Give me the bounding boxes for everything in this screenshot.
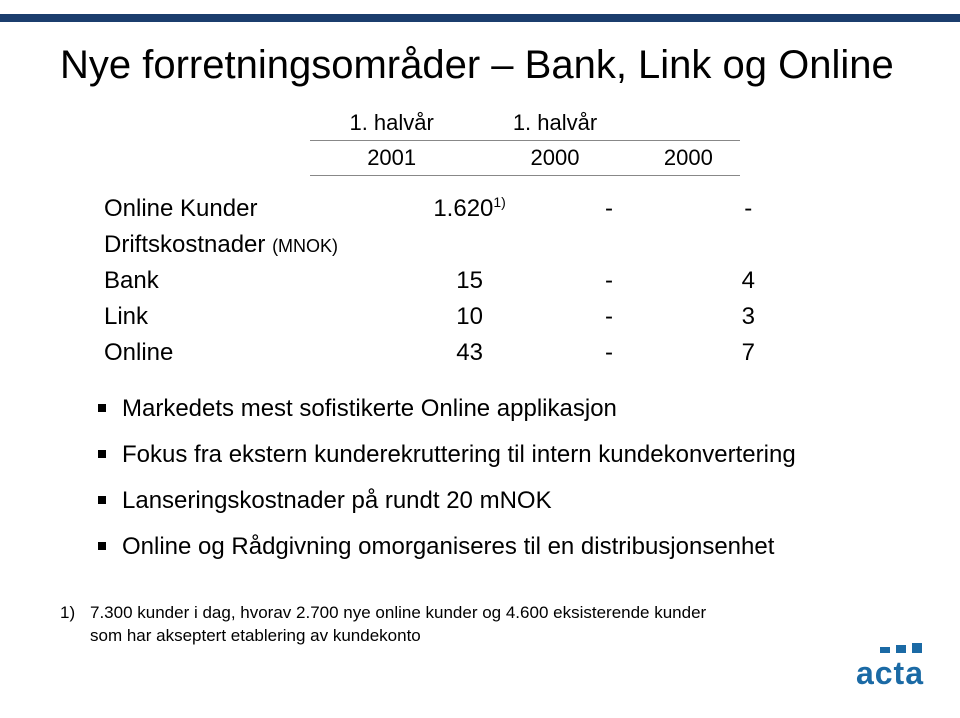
label-bank: Bank: [98, 263, 400, 299]
period-h2-c1: 2001: [310, 141, 473, 176]
period-row-1: 1. halvår 1. halvår: [310, 106, 740, 141]
row-online: Online 43 - 7: [98, 335, 818, 371]
val-online-1: 43: [400, 335, 539, 371]
label-link: Link: [98, 299, 400, 335]
row-link: Link 10 - 3: [98, 299, 818, 335]
logo-dots-icon: [856, 643, 922, 653]
period-h1-c3: [637, 106, 740, 141]
bullet-list: Markedets mest sofistikerte Online appli…: [98, 391, 900, 565]
bullet-item: Markedets mest sofistikerte Online appli…: [98, 391, 900, 427]
slide: Nye forretningsområder – Bank, Link og O…: [0, 0, 960, 718]
label-online-kunder: Online Kunder: [104, 195, 257, 222]
period-h1-c1: 1. halvår: [310, 106, 473, 141]
val-link-1: 10: [400, 299, 539, 335]
val-online-kunder-2: -: [539, 190, 678, 227]
logo: acta: [856, 643, 924, 692]
top-band: [0, 14, 960, 22]
logo-text: acta: [856, 655, 924, 692]
val-online-3: 7: [679, 335, 818, 371]
period-h2-c3: 2000: [637, 141, 740, 176]
val-link-3: 3: [679, 299, 818, 335]
period-h1-c2: 1. halvår: [473, 106, 636, 141]
val-bank-2: -: [539, 263, 678, 299]
val-bank-3: 4: [679, 263, 818, 299]
slide-title: Nye forretningsområder – Bank, Link og O…: [60, 42, 900, 88]
period-header-table: 1. halvår 1. halvår 2001 2000 2000: [310, 106, 740, 176]
bullet-item: Fokus fra ekstern kunderekruttering til …: [98, 437, 900, 473]
footnote-num: 1): [60, 602, 90, 625]
val-online-kunder-1: 1.620: [433, 195, 493, 222]
val-bank-1: 15: [400, 263, 539, 299]
label-driftskost-paren: (MNOK): [272, 236, 338, 256]
val-link-2: -: [539, 299, 678, 335]
bullet-item: Lanseringskostnader på rundt 20 mNOK: [98, 483, 900, 519]
val-online-kunder-3: -: [679, 190, 818, 227]
row-bank: Bank 15 - 4: [98, 263, 818, 299]
footnote-text: 7.300 kunder i dag, hvorav 2.700 nye onl…: [90, 602, 730, 648]
row-driftskost: Driftskostnader (MNOK): [98, 227, 818, 263]
val-online-kunder-sup: 1): [493, 194, 505, 210]
data-block: Online Kunder 1.6201) - - Driftskostnade…: [98, 190, 900, 371]
label-driftskost: Driftskostnader: [104, 231, 265, 258]
period-h2-c2: 2000: [473, 141, 636, 176]
row-online-kunder: Online Kunder 1.6201) - -: [98, 190, 818, 227]
label-online: Online: [98, 335, 400, 371]
bullet-item: Online og Rådgivning omorganiseres til e…: [98, 529, 900, 565]
footnote: 1)7.300 kunder i dag, hvorav 2.700 nye o…: [60, 602, 760, 648]
period-row-2: 2001 2000 2000: [310, 141, 740, 176]
val-online-2: -: [539, 335, 678, 371]
